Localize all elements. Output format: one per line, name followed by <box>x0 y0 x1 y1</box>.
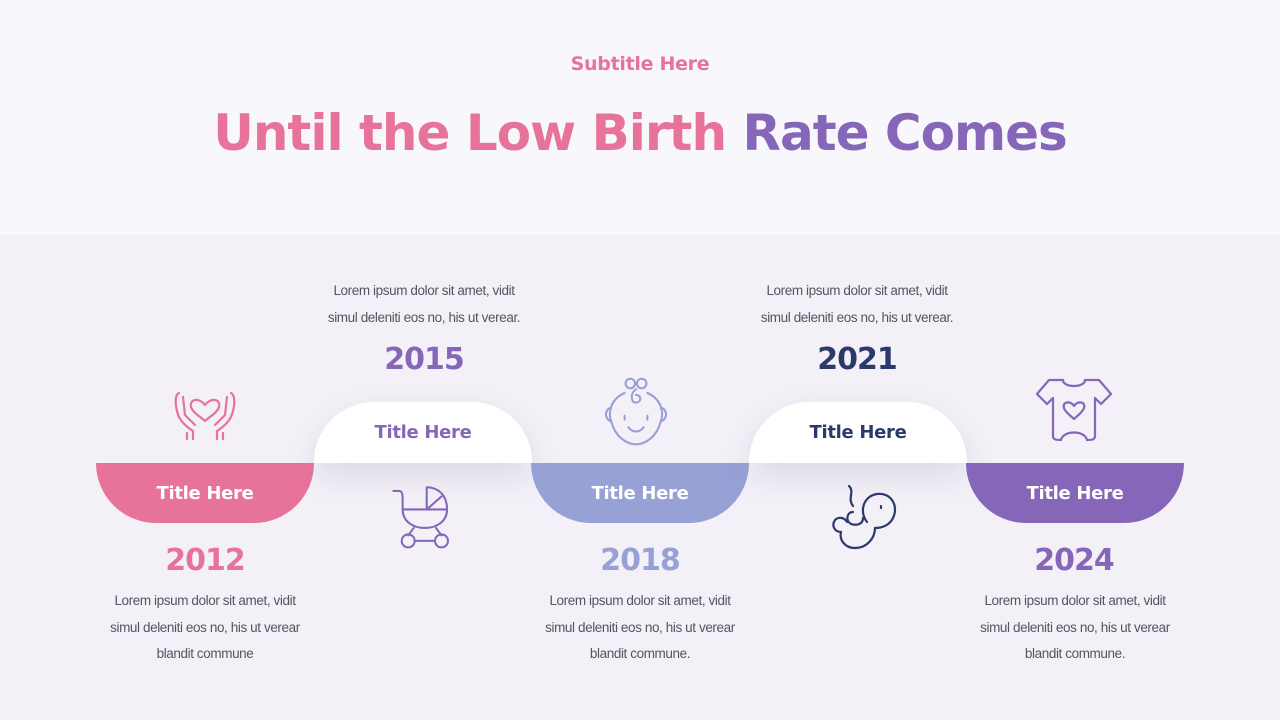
page-title: Until the Low Birth Rate Comes <box>0 104 1280 162</box>
milestone-2021-description: Lorem ipsum dolor sit amet, vidit simul … <box>760 283 954 325</box>
baby-stroller-icon <box>386 478 460 552</box>
milestone-2021-title: Title Here <box>749 402 967 463</box>
title-part-pink: Until the Low Birth <box>213 104 727 162</box>
milestone-2024-year: 2024 <box>1034 543 1115 578</box>
milestone-2015-title: Title Here <box>314 402 532 463</box>
milestone-2024-description: Lorem ipsum dolor sit amet, vidit simul … <box>980 593 1170 661</box>
milestone-2015-year: 2015 <box>384 342 465 377</box>
baby-onesie-icon <box>1033 376 1115 446</box>
milestone-2012-title: Title Here <box>96 463 314 523</box>
fetus-icon <box>823 482 903 554</box>
title-part-purple: Rate Comes <box>742 104 1067 162</box>
milestone-2018-title: Title Here <box>531 463 749 523</box>
milestone-2018-year: 2018 <box>600 543 681 578</box>
milestone-2015-description: Lorem ipsum dolor sit amet, vidit simul … <box>327 283 521 325</box>
milestone-2024-title: Title Here <box>966 463 1184 523</box>
baby-face-icon <box>596 374 676 450</box>
milestone-2018-description: Lorem ipsum dolor sit amet, vidit simul … <box>545 593 735 661</box>
milestone-2021-year: 2021 <box>817 342 898 377</box>
subtitle: Subtitle Here <box>570 53 710 75</box>
milestone-2012-description: Lorem ipsum dolor sit amet, vidit simul … <box>110 593 300 661</box>
milestone-2012-year: 2012 <box>165 543 246 578</box>
heart-in-hands-icon <box>165 375 245 455</box>
header-band <box>0 0 1280 235</box>
